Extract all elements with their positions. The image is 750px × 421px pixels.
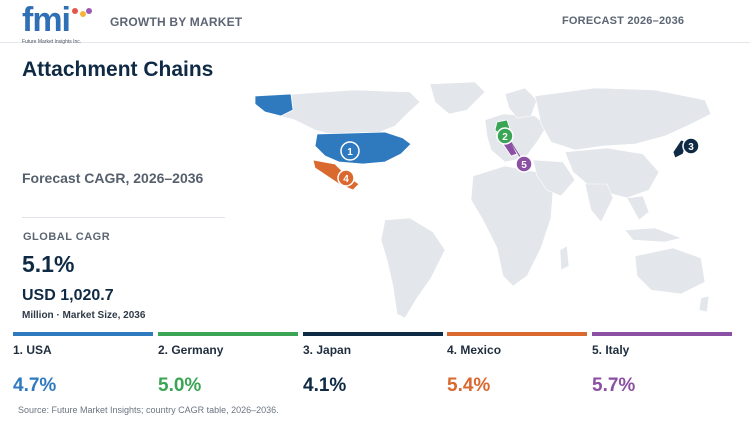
- fmi-logo[interactable]: fmi Future Market Insights Inc.: [22, 1, 94, 45]
- country-card-usa[interactable]: 1. USA 4.7%: [13, 332, 153, 402]
- country-name: 3. Japan: [303, 343, 352, 357]
- forecast-period-label: FORECAST 2026–2036: [562, 15, 685, 27]
- logo-dot-icon: [72, 8, 78, 14]
- svg-text:5: 5: [521, 160, 527, 171]
- divider: [22, 217, 225, 218]
- section-label: GROWTH BY MARKET: [110, 15, 243, 29]
- logo-dot-icon: [80, 11, 86, 17]
- page-subtitle: Forecast CAGR, 2026–2036: [22, 170, 204, 186]
- card-accent-bar: [158, 332, 298, 336]
- marker-usa[interactable]: 1: [340, 141, 360, 161]
- page-title: Attachment Chains: [22, 58, 214, 81]
- svg-text:1: 1: [347, 147, 353, 158]
- country-cagr: 4.1%: [303, 375, 347, 396]
- country-name: 1. USA: [13, 343, 52, 357]
- logo-wordmark: fmi: [22, 1, 71, 39]
- country-name: 5. Italy: [592, 343, 630, 357]
- country-cagr: 4.7%: [13, 375, 57, 396]
- logo-dot-icon: [86, 8, 92, 14]
- country-cagr: 5.7%: [592, 375, 636, 396]
- usa-region[interactable]: [314, 131, 412, 165]
- country-card-mexico[interactable]: 4. Mexico 5.4%: [447, 332, 587, 402]
- global-cagr-label: GLOBAL CAGR: [23, 231, 111, 243]
- svg-text:3: 3: [688, 142, 694, 153]
- country-card-germany[interactable]: 2. Germany 5.0%: [158, 332, 298, 402]
- source-note: Source: Future Market Insights; country …: [18, 405, 279, 415]
- svg-text:2: 2: [502, 132, 508, 143]
- marker-germany[interactable]: 2: [496, 127, 514, 145]
- alaska-region[interactable]: [254, 93, 294, 117]
- card-accent-bar: [592, 332, 732, 336]
- global-cagr-value: 5.1%: [22, 251, 75, 277]
- country-cagr: 5.4%: [447, 375, 491, 396]
- country-card-italy[interactable]: 5. Italy 5.7%: [592, 332, 732, 402]
- card-accent-bar: [13, 332, 153, 336]
- country-cagr: 5.0%: [158, 375, 202, 396]
- world-map: 1 2 3 4 5: [254, 81, 712, 319]
- svg-text:4: 4: [343, 174, 349, 185]
- marker-italy[interactable]: 5: [515, 155, 533, 173]
- market-size-value: USD 1,020.7: [22, 287, 114, 304]
- country-card-japan[interactable]: 3. Japan 4.1%: [303, 332, 443, 402]
- market-size-label: Million · Market Size, 2036: [22, 310, 146, 321]
- map-landmass: [256, 81, 712, 319]
- card-accent-bar: [447, 332, 587, 336]
- marker-mexico[interactable]: 4: [337, 169, 355, 187]
- country-name: 2. Germany: [158, 343, 224, 357]
- logo-tagline: Future Market Insights Inc.: [22, 39, 82, 45]
- country-name: 4. Mexico: [447, 343, 502, 357]
- marker-japan[interactable]: 3: [682, 137, 700, 155]
- header-bar: fmi Future Market Insights Inc. GROWTH B…: [0, 0, 750, 45]
- card-accent-bar: [303, 332, 443, 336]
